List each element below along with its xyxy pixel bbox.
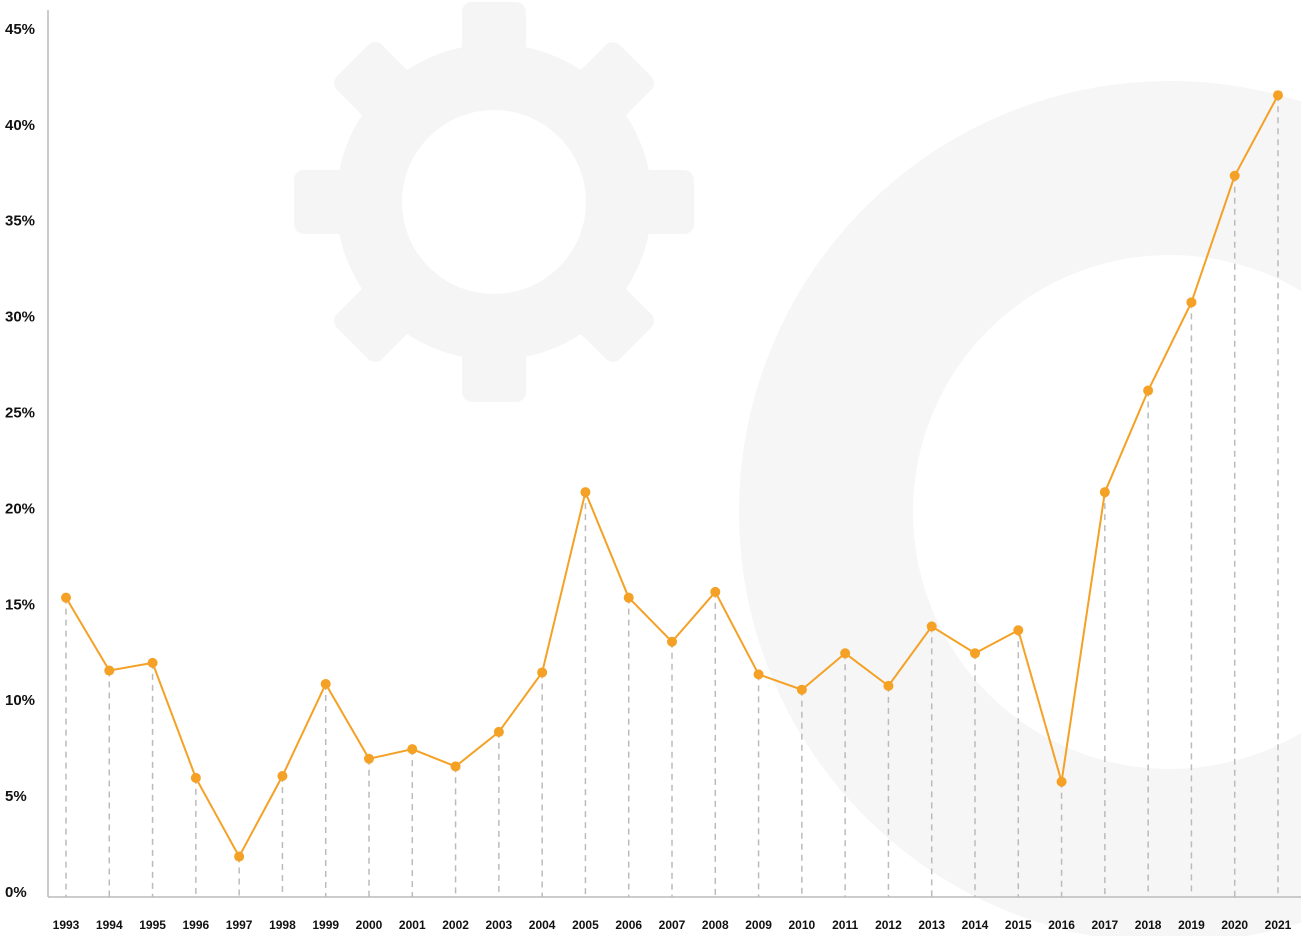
x-tick-label: 1995 — [139, 918, 166, 932]
data-point — [623, 592, 634, 603]
data-point — [493, 726, 504, 737]
x-tick-label: 2013 — [918, 918, 945, 932]
data-point — [320, 678, 331, 689]
x-tick-label: 2018 — [1135, 918, 1162, 932]
x-tick-label: 2014 — [962, 918, 989, 932]
y-tick-label: 30% — [5, 309, 35, 326]
data-point — [364, 753, 374, 764]
data-point — [1143, 385, 1154, 396]
data-point — [667, 636, 677, 647]
data-point — [926, 621, 937, 632]
x-tick-label: 2001 — [399, 918, 426, 932]
x-tick-label: 2007 — [659, 918, 686, 932]
x-tick-label: 2005 — [572, 918, 599, 932]
x-tick-label: 2006 — [615, 918, 642, 932]
data-point — [883, 680, 894, 691]
data-point — [840, 648, 851, 659]
data-point — [796, 684, 807, 695]
y-tick-label: 10% — [5, 692, 35, 709]
data-point — [147, 657, 158, 668]
data-point — [1099, 487, 1110, 498]
x-tick-label: 2009 — [745, 918, 772, 932]
x-tick-label: 2019 — [1178, 918, 1205, 932]
y-tick-label: 45% — [5, 21, 35, 38]
x-tick-label: 2015 — [1005, 918, 1032, 932]
ring-decor — [739, 81, 1301, 936]
y-tick-label: 15% — [5, 596, 35, 613]
x-tick-label: 2021 — [1265, 918, 1292, 932]
x-tick-label: 1996 — [183, 918, 210, 932]
data-point — [104, 665, 115, 676]
data-point — [190, 772, 201, 783]
data-point — [1186, 297, 1197, 308]
data-point — [970, 648, 980, 659]
data-point — [277, 771, 288, 782]
y-tick-label: 25% — [5, 405, 35, 422]
x-tick-label: 1997 — [226, 918, 253, 932]
x-tick-label: 2008 — [702, 918, 729, 932]
x-tick-label: 2004 — [529, 918, 556, 932]
x-tick-label: 1999 — [312, 918, 339, 932]
x-tick-label: 2016 — [1048, 918, 1075, 932]
y-tick-label: 40% — [5, 117, 35, 134]
x-tick-label: 1993 — [53, 918, 80, 932]
x-tick-label: 2000 — [356, 918, 383, 932]
y-tick-label: 0% — [5, 884, 27, 901]
x-tick-label: 2010 — [789, 918, 816, 932]
y-tick-label: 5% — [5, 788, 27, 805]
data-point — [537, 667, 548, 678]
x-tick-label: 2011 — [832, 918, 858, 932]
gear-decor — [294, 2, 694, 402]
data-point — [710, 586, 721, 597]
data-point — [450, 761, 461, 772]
x-tick-label: 2003 — [486, 918, 513, 932]
data-point — [580, 487, 591, 498]
x-tick-label: 2017 — [1092, 918, 1119, 932]
data-point — [1229, 170, 1240, 181]
x-tick-label: 1998 — [269, 918, 296, 932]
x-tick-label: 1994 — [96, 918, 123, 932]
data-point — [1056, 776, 1067, 787]
data-point — [234, 851, 245, 862]
y-tick-label: 20% — [5, 500, 35, 517]
background-decor — [294, 2, 1301, 936]
data-point — [61, 592, 71, 603]
data-point — [407, 744, 418, 755]
x-tick-label: 2002 — [442, 918, 469, 932]
x-tick-label: 2020 — [1221, 918, 1248, 932]
data-point — [753, 669, 764, 680]
y-tick-label: 35% — [5, 213, 35, 230]
data-point — [1013, 625, 1024, 636]
data-point — [1273, 90, 1283, 101]
x-tick-label: 2012 — [875, 918, 902, 932]
